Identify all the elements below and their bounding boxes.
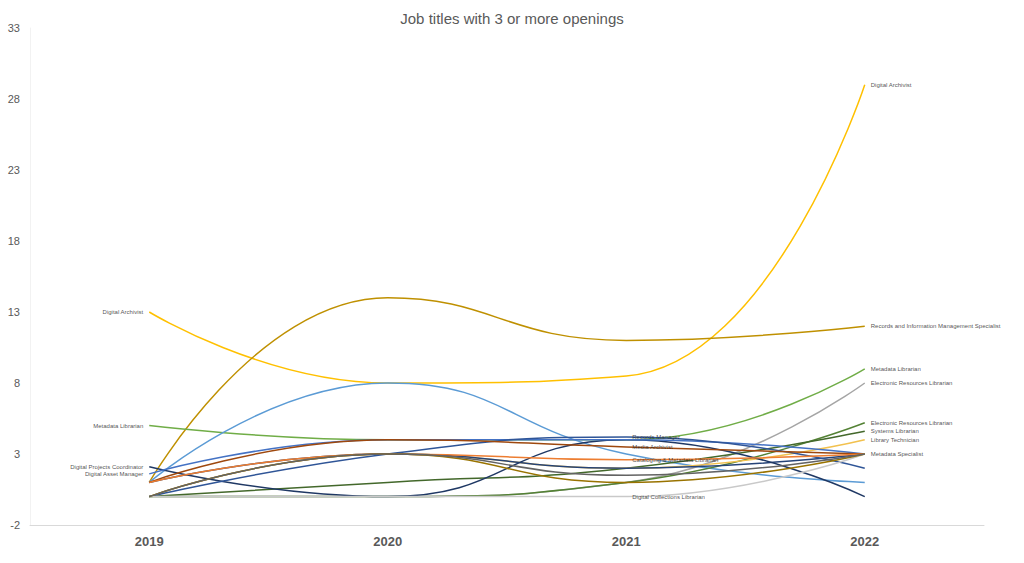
svg-text:23: 23 [8,164,20,176]
svg-text:Metadata Specialist: Metadata Specialist [871,451,924,457]
svg-text:2019: 2019 [135,534,164,549]
svg-text:8: 8 [14,377,20,389]
svg-text:Digital Asset Manager: Digital Asset Manager [85,471,143,477]
svg-text:Cataloging & Metadata Libraria: Cataloging & Metadata Librarian [632,457,718,463]
svg-text:Systems Librarian: Systems Librarian [871,428,919,434]
svg-text:-2: -2 [10,519,20,531]
svg-text:3: 3 [14,448,20,460]
svg-text:Digital Projects Coordinator: Digital Projects Coordinator [70,464,143,470]
svg-text:33: 33 [8,22,20,34]
svg-text:2022: 2022 [850,534,879,549]
svg-text:Records Manager: Records Manager [632,434,680,440]
svg-text:Metadata Librarian: Metadata Librarian [871,366,921,372]
svg-text:Electronic Resources Librarian: Electronic Resources Librarian [871,380,953,386]
svg-text:Metadata Librarian: Metadata Librarian [93,423,143,429]
svg-text:18: 18 [8,235,20,247]
svg-text:Digital Archivist: Digital Archivist [103,309,144,315]
svg-text:2021: 2021 [612,534,641,549]
svg-text:Electronic Resources Librarian: Electronic Resources Librarian [871,420,953,426]
svg-text:2020: 2020 [373,534,402,549]
svg-text:Library Technician: Library Technician [871,437,919,443]
svg-text:13: 13 [8,306,20,318]
svg-text:Digital Archivist: Digital Archivist [871,82,912,88]
svg-text:Media Archivist: Media Archivist [632,444,673,450]
svg-text:Digital Collections Librarian: Digital Collections Librarian [632,494,705,500]
svg-text:28: 28 [8,93,20,105]
svg-text:Job titles with 3 or more open: Job titles with 3 or more openings [400,10,623,27]
svg-text:Records and Information Manage: Records and Information Management Speci… [871,323,1001,329]
